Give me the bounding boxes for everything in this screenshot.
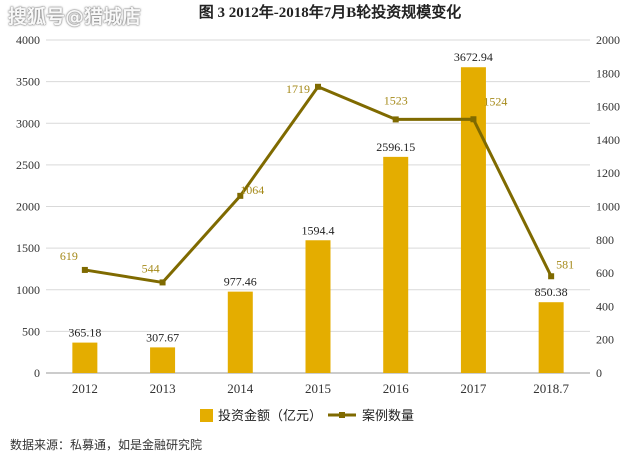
line-point xyxy=(470,116,477,123)
right-tick-label: 0 xyxy=(596,366,602,380)
x-tick-label: 2012 xyxy=(72,381,98,396)
bar-series: 365.18 307.67 977.46 1594.4 2596.15 3672.94 85… xyxy=(68,50,568,373)
bar xyxy=(383,156,409,373)
right-tick-label: 200 xyxy=(596,333,614,347)
line-point xyxy=(159,279,166,286)
line-series: 619 544 1064 1719 1523 1524 581 xyxy=(60,82,574,286)
line-value-label: 1719 xyxy=(286,82,310,96)
left-tick-label: 3000 xyxy=(16,116,40,130)
bar-value-label: 3672.94 xyxy=(454,50,493,64)
bar-value-label: 1594.4 xyxy=(302,223,335,237)
line-value-label: 1524 xyxy=(483,94,507,108)
x-tick-label: 2014 xyxy=(227,381,254,396)
x-tick-label: 2016 xyxy=(383,381,410,396)
left-axis: 0 500 1000 1500 2000 2500 3000 3500 4000 xyxy=(16,33,40,380)
right-tick-label: 1600 xyxy=(596,100,620,114)
x-tick-label: 2017 xyxy=(460,381,487,396)
bar xyxy=(305,240,331,373)
bar-value-label: 850.38 xyxy=(535,285,568,299)
right-tick-label: 2000 xyxy=(596,33,620,47)
line-value-label: 1523 xyxy=(384,93,408,107)
right-tick-label: 1800 xyxy=(596,66,620,80)
right-tick-label: 600 xyxy=(596,266,614,280)
line-point xyxy=(392,116,399,123)
left-tick-label: 1500 xyxy=(16,241,40,255)
legend-line-marker xyxy=(339,412,345,418)
line-value-label: 619 xyxy=(60,249,78,263)
bar-value-label: 365.18 xyxy=(68,326,101,340)
x-tick-label: 2015 xyxy=(305,381,331,396)
bar-value-label: 2596.15 xyxy=(376,140,415,154)
right-tick-label: 1200 xyxy=(596,166,620,180)
right-tick-label: 800 xyxy=(596,233,614,247)
line-value-label: 544 xyxy=(142,261,160,275)
line-value-label: 1064 xyxy=(240,183,264,197)
line-point xyxy=(81,266,88,273)
left-tick-label: 0 xyxy=(34,366,40,380)
bar xyxy=(538,302,564,373)
left-tick-label: 2000 xyxy=(16,200,40,214)
right-axis: 0 200 400 600 800 1000 1200 1400 1600 1800 2000 xyxy=(596,33,620,380)
left-tick-label: 500 xyxy=(22,324,40,338)
chart-title: 图 3 2012年-2018年7月B轮投资规模变化 xyxy=(199,3,462,21)
left-tick-label: 2500 xyxy=(16,158,40,172)
right-tick-label: 1000 xyxy=(596,200,620,214)
x-axis: 2012 2013 2014 2015 2016 2017 2018.7 xyxy=(46,372,590,396)
bar xyxy=(227,291,253,373)
x-tick-label: 2018.7 xyxy=(533,381,569,396)
bar-value-label: 307.67 xyxy=(146,330,179,344)
bar-value-label: 977.46 xyxy=(224,275,257,289)
right-tick-label: 1400 xyxy=(596,133,620,147)
left-tick-label: 3500 xyxy=(16,75,40,89)
x-tick-label: 2013 xyxy=(150,381,176,396)
legend-bar-label: 投资金额（亿元） xyxy=(218,408,322,423)
bar xyxy=(460,67,486,373)
right-tick-label: 400 xyxy=(596,299,614,313)
bar xyxy=(72,342,98,373)
left-tick-label: 1000 xyxy=(16,283,40,297)
bar xyxy=(150,347,176,373)
legend: 投资金额（亿元） 案例数量 xyxy=(200,408,414,423)
legend-line-label: 案例数量 xyxy=(362,408,414,423)
source-note: 数据来源：私募通，如是金融研究院 xyxy=(10,438,203,452)
line-point xyxy=(315,83,321,90)
legend-bar-swatch xyxy=(200,409,213,422)
left-tick-label: 4000 xyxy=(16,33,40,47)
line-point xyxy=(548,273,555,280)
line-value-label: 581 xyxy=(556,257,574,271)
watermark: 搜狐号@猎城店 xyxy=(8,6,142,28)
line-point xyxy=(237,192,244,199)
